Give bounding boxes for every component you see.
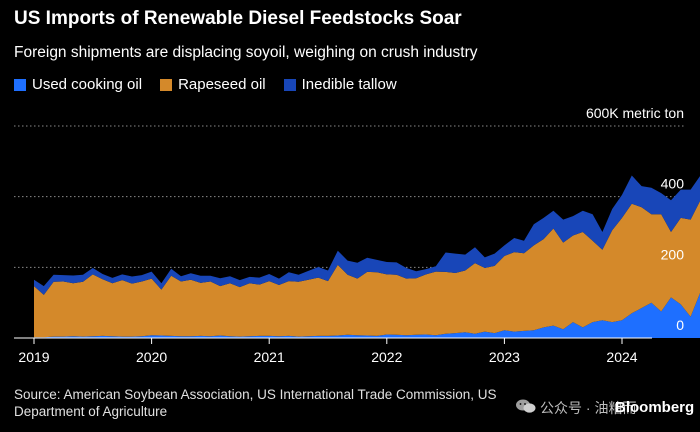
legend-swatch-used-cooking-oil	[14, 78, 26, 91]
x-tick-label-4: 2023	[489, 349, 520, 365]
x-axis: 2019 2020 2021 2022 2023 2024	[14, 337, 652, 365]
x-tick-label-3: 2022	[371, 349, 402, 365]
legend-item-rapeseed-oil: Rapeseed oil	[160, 76, 266, 93]
legend-label-rapeseed-oil: Rapeseed oil	[178, 76, 266, 93]
area-inedible-tallow	[34, 175, 700, 295]
wechat-icon	[516, 399, 536, 413]
legend-swatch-rapeseed-oil	[160, 78, 173, 91]
watermark-text: 公众号 · 油粕而	[540, 400, 637, 416]
y-tick-label-3: 600K metric ton	[586, 105, 684, 121]
legend-label-used-cooking-oil: Used cooking oil	[32, 76, 143, 93]
y-tick-label-1: 200	[661, 246, 685, 262]
legend-label-inedible-tallow: Inedible tallow	[301, 76, 397, 93]
legend-swatch-inedible-tallow	[283, 78, 296, 91]
legend: Used cooking oil Rapeseed oil Inedible t…	[14, 76, 415, 93]
source-note: Source: American Soybean Association, US…	[14, 387, 497, 419]
x-tick-label-1: 2020	[136, 349, 167, 365]
area-used-cooking-oil	[34, 293, 700, 338]
area-rapeseed-oil	[34, 200, 700, 338]
chart-subtitle: Foreign shipments are displacing soyoil,…	[14, 44, 478, 61]
x-tick-label-2: 2021	[254, 349, 285, 365]
y-axis-ticks: 0 200 400 600K metric ton	[586, 105, 684, 333]
x-tick-label-0: 2019	[18, 349, 49, 365]
y-tick-label-0: 0	[676, 317, 684, 333]
legend-item-used-cooking-oil: Used cooking oil	[14, 76, 142, 93]
series-areas	[34, 175, 700, 338]
legend-item-inedible-tallow: Inedible tallow	[283, 76, 397, 93]
chart-title: US Imports of Renewable Diesel Feedstock…	[14, 8, 462, 29]
x-tick-label-5: 2024	[606, 349, 637, 365]
bloomberg-logo: Bloomberg	[615, 399, 695, 416]
y-tick-label-2: 400	[661, 176, 685, 192]
